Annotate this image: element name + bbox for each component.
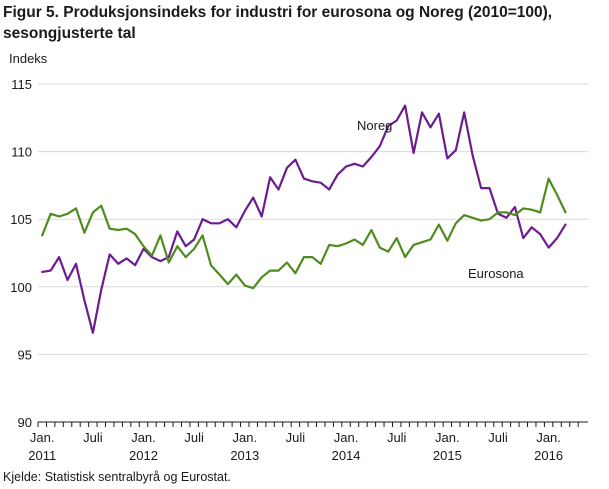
series-lines bbox=[41, 104, 567, 334]
series-label-noreg: Noreg bbox=[357, 118, 392, 133]
series-line-noreg bbox=[41, 104, 567, 334]
x-tick-label: Jan. bbox=[536, 430, 561, 445]
x-tick-label: Jan. bbox=[435, 430, 460, 445]
series-line-eurosona bbox=[41, 177, 567, 290]
x-tick-label: Juli bbox=[488, 430, 508, 445]
chart-title-line-2: sesongjusterte tal bbox=[3, 25, 136, 42]
y-tick-label: 95 bbox=[18, 347, 32, 362]
x-tick-year-label: 2014 bbox=[332, 448, 361, 463]
y-tick-label: 90 bbox=[18, 415, 32, 430]
series-label-eurosona: Eurosona bbox=[468, 266, 524, 281]
chart-title-line-1: Figur 5. Produksjonsindeks for industri … bbox=[3, 4, 553, 21]
y-tick-label: 105 bbox=[10, 212, 32, 227]
x-tick-year-label: 2015 bbox=[433, 448, 462, 463]
x-tick-label: Jan. bbox=[131, 430, 156, 445]
x-tick-label: Juli bbox=[184, 430, 204, 445]
x-tick-label: Juli bbox=[83, 430, 103, 445]
chart-title: Figur 5. Produksjonsindeks for industri … bbox=[3, 2, 603, 44]
x-tick-year-label: 2012 bbox=[129, 448, 158, 463]
source-note: Kjelde: Statistisk sentralbyrå og Eurost… bbox=[3, 470, 231, 484]
x-tick-year-label: 2013 bbox=[230, 448, 259, 463]
y-tick-label: 110 bbox=[11, 145, 32, 160]
x-tick-label: Juli bbox=[387, 430, 407, 445]
x-tick-year-label: 2016 bbox=[534, 448, 563, 463]
series-labels: Noreg Eurosona bbox=[357, 118, 524, 281]
x-tick-label: Jan. bbox=[30, 430, 55, 445]
y-axis-ticks: 90 95 100 105 110 115 bbox=[10, 77, 32, 430]
y-axis-label: Indeks bbox=[9, 51, 48, 66]
y-tick-label: 100 bbox=[10, 280, 32, 295]
x-tick-year-label: 2011 bbox=[28, 448, 56, 463]
x-axis: Jan. 2011 Juli Jan. 2012 Juli Jan. 2013 Juli Jan.… bbox=[28, 422, 579, 463]
gridlines bbox=[38, 83, 588, 423]
x-tick-label: Jan. bbox=[334, 430, 359, 445]
y-tick-label: 115 bbox=[11, 77, 32, 92]
x-tick-label: Juli bbox=[286, 430, 306, 445]
x-tick-label: Jan. bbox=[232, 430, 257, 445]
